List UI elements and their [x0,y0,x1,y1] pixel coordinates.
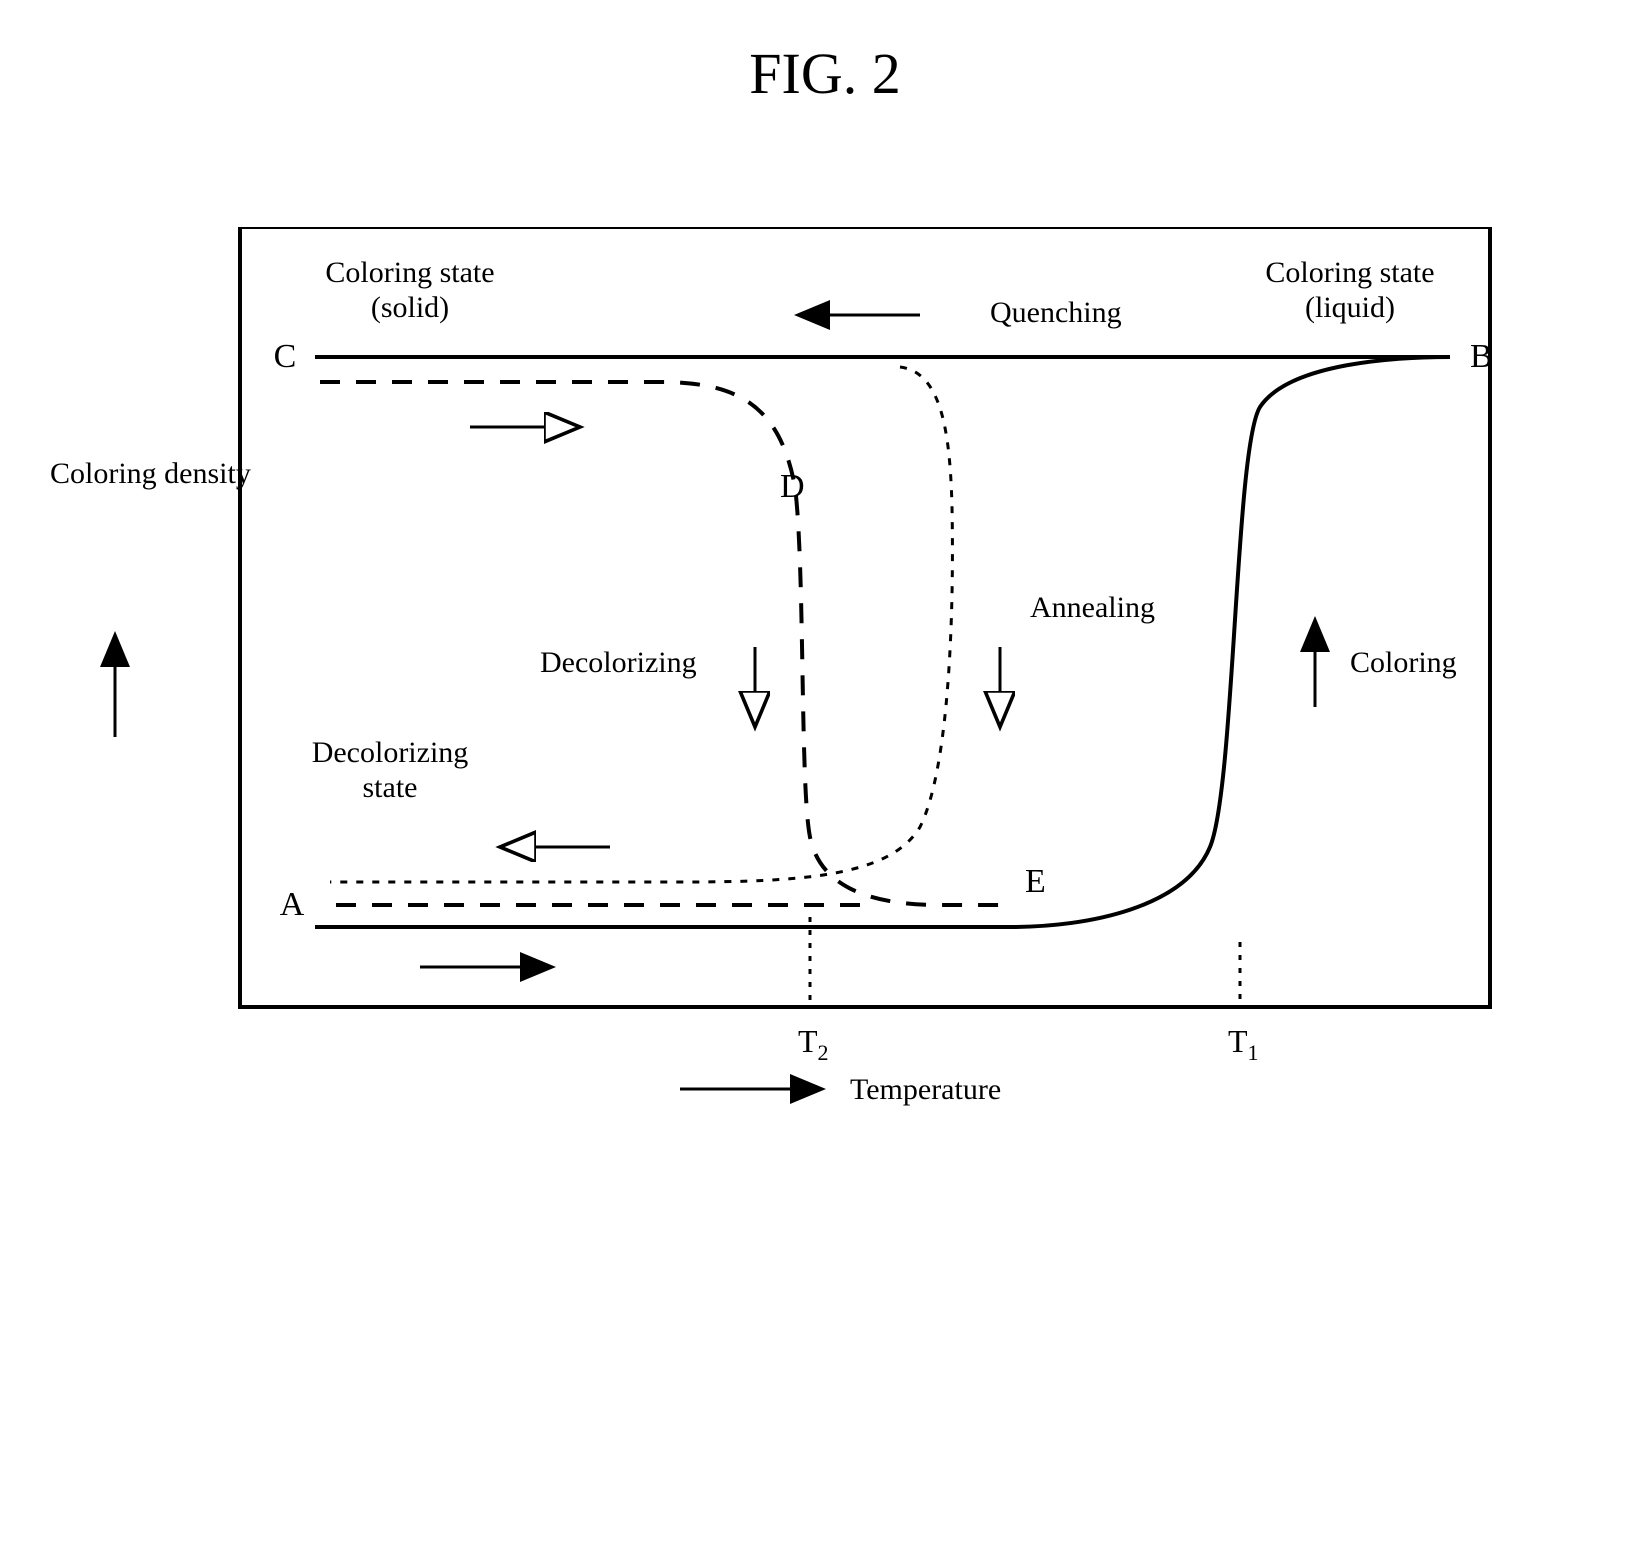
point-C: C [274,338,297,375]
label-coloring-solid: Coloring state [325,256,494,289]
label-T1: T1 [1228,1023,1259,1065]
solid-curve [315,357,1450,927]
y-axis-text: Coloring density [50,457,251,490]
label-coloring-liquid: Coloring state [1265,256,1434,289]
dashed-curve [320,382,1000,905]
label-decolorizing-state-sub: state [363,771,418,804]
diagram-svg: Coloring state (solid) Coloring state (l… [40,227,1610,1127]
figure-title: FIG. 2 [40,40,1610,107]
point-A: A [280,886,305,923]
label-decolorizing-state: Decolorizing [312,736,469,769]
y-axis-label: Coloring density [50,457,251,491]
label-decolorizing: Decolorizing [540,646,697,679]
label-coloring: Coloring [1350,646,1457,679]
frame-rect [240,227,1490,1007]
label-quenching: Quenching [990,296,1122,329]
diagram-wrapper: Coloring density Coloring state (solid) … [40,227,1610,1127]
point-E: E [1025,863,1046,900]
label-coloring-solid-sub: (solid) [371,291,449,324]
dotted-curve [330,367,952,882]
x-axis-label: Temperature [850,1073,1001,1106]
label-coloring-liquid-sub: (liquid) [1305,291,1395,324]
point-B: B [1470,338,1493,375]
point-D: D [780,468,805,505]
label-annealing: Annealing [1030,591,1155,624]
label-T2: T2 [798,1023,829,1065]
